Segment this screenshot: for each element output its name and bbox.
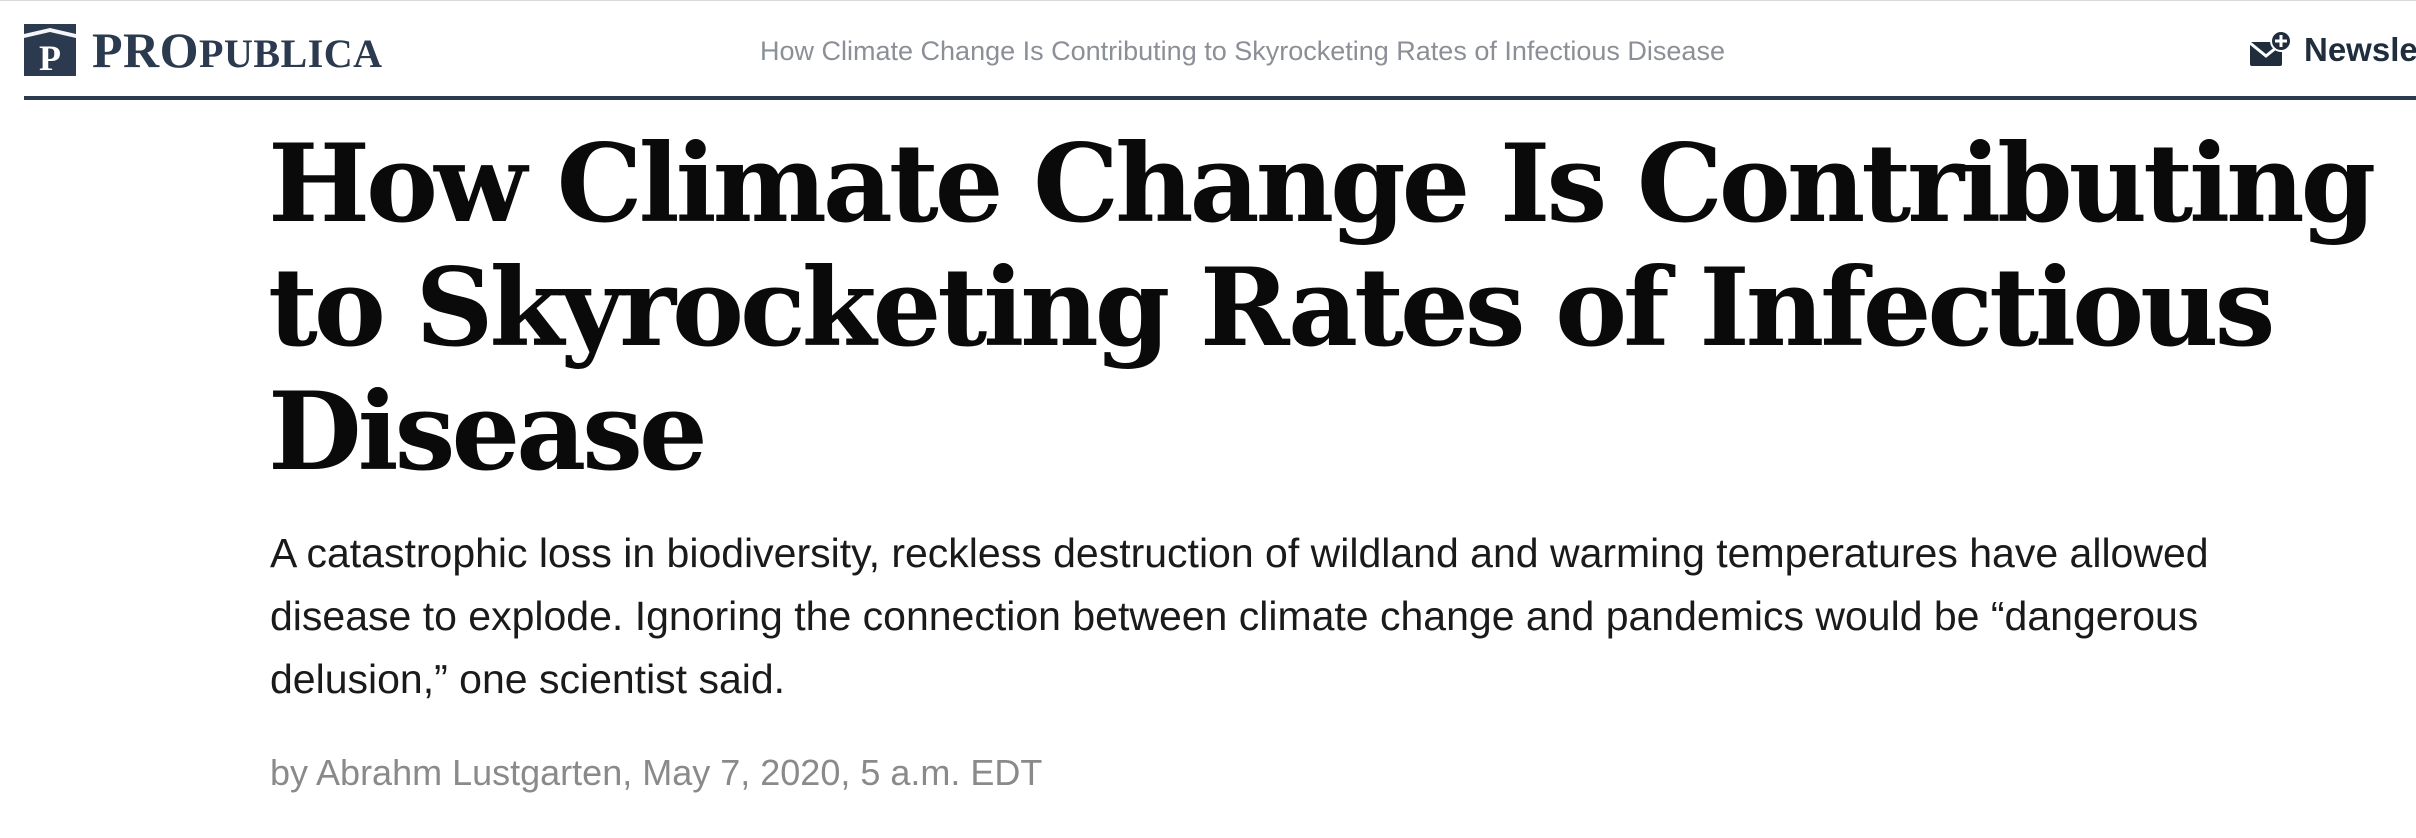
newsletter-label: Newsle [2304,31,2416,68]
propublica-logo-mark-icon: P [24,24,76,76]
article-byline: by Abrahm Lustgarten, May 7, 2020, 5 a.m… [270,752,1043,793]
envelope-plus-icon [2249,30,2292,66]
svg-text:P: P [39,38,61,76]
article-dek: A catastrophic loss in biodiversity, rec… [270,530,2209,702]
header-article-title: How Climate Change Is Contributing to Sk… [760,36,1725,66]
logo-text-publica: PUBLICA [199,31,383,76]
propublica-logo[interactable]: P PROPUBLICA [24,22,383,78]
site-header: P PROPUBLICA How Climate Change Is Contr… [0,0,2416,100]
top-border [0,0,2416,1]
logo-text-pro: PRO [92,22,200,78]
newsletter-button[interactable]: Newsle [2248,30,2416,70]
article-headline: How Climate Change Is Contributing to Sk… [268,121,2376,495]
logo-wordmark: PROPUBLICA [92,25,383,75]
header-divider [24,96,2416,100]
